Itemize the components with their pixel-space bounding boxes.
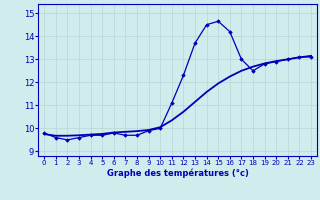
X-axis label: Graphe des températures (°c): Graphe des températures (°c): [107, 169, 249, 178]
